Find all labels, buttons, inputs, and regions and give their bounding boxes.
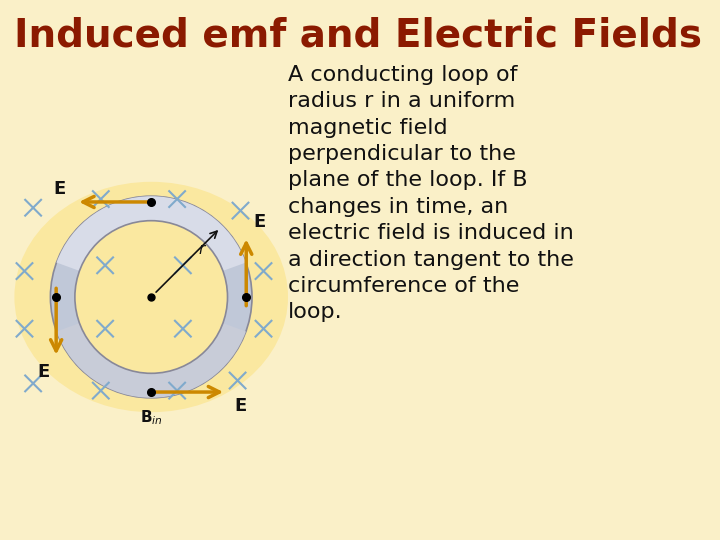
Text: A conducting loop of
radius r in a uniform
magnetic field
perpendicular to the
p: A conducting loop of radius r in a unifo… <box>288 65 574 322</box>
Text: $\mathbf{B}_{in}$: $\mathbf{B}_{in}$ <box>140 409 163 427</box>
Circle shape <box>50 196 252 398</box>
Wedge shape <box>56 196 246 271</box>
Text: E: E <box>234 397 247 415</box>
Circle shape <box>75 221 228 373</box>
Text: r: r <box>199 242 205 257</box>
Text: Induced emf and Electric Fields: Induced emf and Electric Fields <box>14 16 703 54</box>
Ellipse shape <box>14 182 288 412</box>
Wedge shape <box>56 323 246 398</box>
Text: E: E <box>53 180 66 198</box>
Text: E: E <box>253 213 266 231</box>
Text: E: E <box>37 363 50 381</box>
